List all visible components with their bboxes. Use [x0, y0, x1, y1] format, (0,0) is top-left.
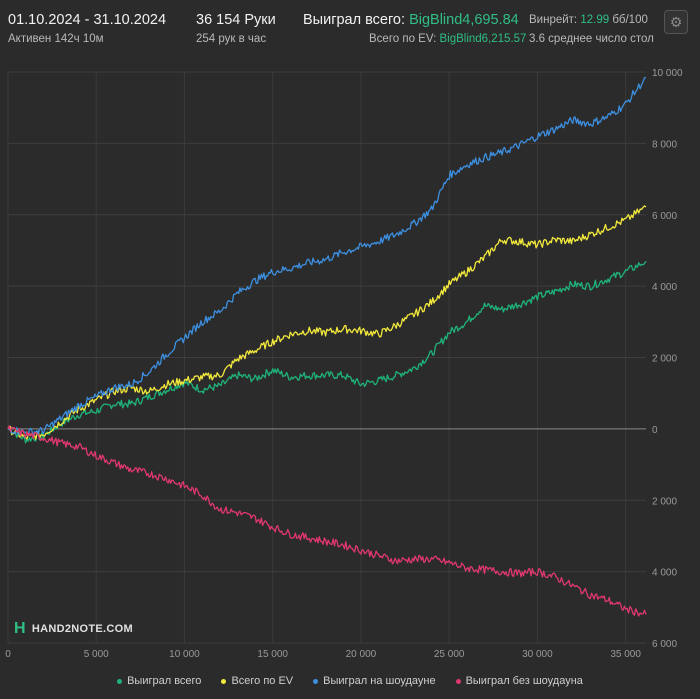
winrate-unit: бб/100	[612, 14, 648, 26]
y-tick-label: 2 000	[652, 496, 677, 507]
legend-label: Выиграл без шоудауна	[465, 675, 583, 687]
legend-item[interactable]: Всего по EV	[221, 675, 293, 687]
x-tick-label: 5 000	[84, 649, 109, 660]
legend-dot-icon	[117, 678, 123, 684]
chart-ticks: 0 5 000 10 000 15 000 20 000 25 000 30 000 35 0…	[5, 68, 683, 660]
y-tick-label: 6 000	[652, 211, 677, 222]
chart-series	[7, 76, 647, 617]
y-tick-label: 6 000	[652, 639, 677, 650]
series-line	[7, 76, 647, 437]
hand2note-logo-icon: H	[14, 620, 26, 637]
legend-dot-icon	[313, 678, 319, 684]
x-tick-label: 25 000	[434, 649, 465, 660]
winrate-value: 12.99	[580, 14, 610, 26]
legend-label: Выиграл всего	[127, 675, 202, 687]
y-tick-label: 4 000	[652, 568, 677, 579]
chart-grid	[7, 71, 646, 644]
ev-total: Всего по EV: BigBlind6,215.57	[369, 33, 526, 45]
settings-gear-icon[interactable]: ⚙	[664, 10, 688, 34]
x-tick-label: 10 000	[169, 649, 200, 660]
legend-dot-icon	[455, 678, 461, 684]
series-line	[7, 205, 647, 440]
legend-label: Всего по EV	[231, 675, 294, 687]
active-time: Активен 142ч 10м	[8, 33, 104, 45]
winrate-label: Винрейт:	[529, 14, 578, 26]
legend-item[interactable]: Выиграл всего	[117, 675, 201, 687]
series-line	[7, 425, 647, 617]
date-range[interactable]: 01.10.2024 - 31.10.2024	[8, 12, 167, 28]
hand2note-logo: H HAND2NOTE.COM	[14, 620, 133, 638]
profit-chart: 0 5 000 10 000 15 000 20 000 25 000 30 000 35 0…	[5, 68, 683, 660]
x-tick-label: 20 000	[346, 649, 377, 660]
x-tick-label: 0	[5, 649, 11, 660]
stats-header: 01.10.2024 - 31.10.2024 Активен 142ч 10м…	[0, 0, 700, 58]
y-tick-label: 0	[652, 425, 658, 436]
y-tick-label: 2 000	[652, 354, 677, 365]
hands-per-hour: 254 рук в час	[196, 33, 267, 45]
won-total-label: Выиграл всего:	[303, 12, 406, 28]
legend-item[interactable]: Выиграл без шоудауна	[455, 675, 583, 687]
y-tick-label: 4 000	[652, 282, 677, 293]
legend-dot-icon	[221, 678, 227, 684]
x-tick-label: 30 000	[522, 649, 553, 660]
avg-tables: 3.6 среднее число стол	[529, 33, 654, 45]
ev-total-label: Всего по EV:	[369, 33, 437, 45]
y-tick-label: 10 000	[652, 68, 683, 79]
ev-total-value: BigBlind6,215.57	[439, 33, 527, 45]
winrate: Винрейт: 12.99 бб/100	[529, 14, 648, 26]
series-line	[7, 260, 647, 444]
hands-count: 36 154 Руки	[196, 12, 276, 28]
hand2note-logo-text: HAND2NOTE.COM	[31, 623, 133, 635]
chart-legend: Выиграл всего Всего по EV Выиграл на шоуда…	[0, 670, 700, 692]
x-tick-label: 15 000	[257, 649, 288, 660]
won-total-value: BigBlind4,695.84	[409, 12, 519, 28]
legend-label: Выиграл на шоудауне	[323, 675, 436, 687]
y-tick-label: 8 000	[652, 139, 677, 150]
won-total: Выиграл всего: BigBlind4,695.84	[303, 12, 519, 28]
legend-item[interactable]: Выиграл на шоудауне	[313, 675, 436, 687]
x-tick-label: 35 000	[610, 649, 641, 660]
